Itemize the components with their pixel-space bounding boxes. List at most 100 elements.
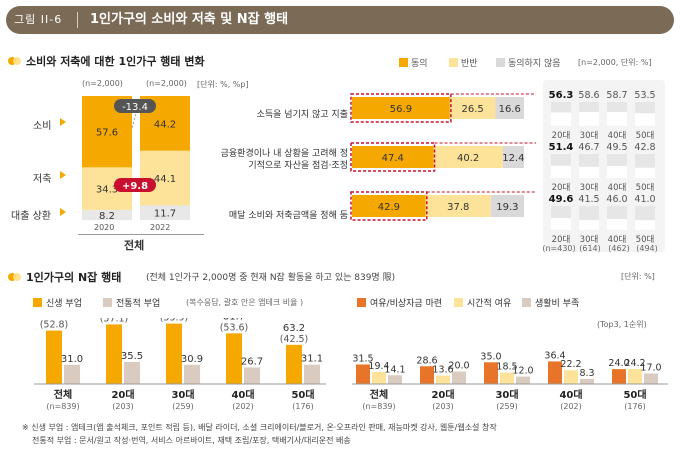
- bar-value: 19.4: [368, 361, 389, 372]
- bar-여유/비상자금 마련-50대: [612, 369, 626, 384]
- bar-여유/비상자금 마련-20대: [420, 366, 434, 384]
- hbar-동의하지 않음-1: [502, 146, 524, 168]
- legend-disagree: 동의하지 않음: [508, 59, 561, 69]
- age-value: 49.5: [606, 142, 627, 153]
- bar-new-전체: [46, 330, 62, 384]
- group-label: 40대: [231, 388, 254, 401]
- bar-new-40대: [226, 333, 242, 384]
- figure-title: 1인가구의 소비와 저축 및 N잡 행태: [90, 12, 289, 27]
- bar-value: 36.4: [544, 350, 565, 361]
- section-dot-icon: [8, 56, 21, 66]
- year-2022: 2022: [150, 223, 171, 232]
- top-left-chart: 57.6 34.3 8.2 44.2 44.1 11.7 -13.4 +9.8: [82, 96, 190, 222]
- row2-label: 금융환경이나 내 상황을 고려해 정기적으로 자산을 점검·조정: [220, 149, 348, 171]
- footnote-1: ※ 신생 부업 : 앱테크(앱 출석체크, 포인트 적립 등), 배달 라이더,…: [22, 423, 497, 432]
- change-badge-saving: [114, 178, 156, 192]
- age-value: 58.6: [578, 90, 599, 101]
- group-n: (n=839): [46, 402, 79, 411]
- age-label: 30대: [580, 131, 599, 141]
- label-new: 63.2: [283, 323, 305, 334]
- figure-label: 그림 II-6: [14, 6, 78, 34]
- bar-value: 28.6: [416, 355, 437, 366]
- group-label: 전체: [54, 388, 72, 401]
- legend-traditional: 전통적 부업: [116, 299, 161, 309]
- bar-2020-대출 상환: [82, 209, 132, 221]
- bar-label: 11.7: [154, 209, 176, 220]
- legend-time: 시간적 여유: [467, 299, 512, 309]
- row-label-spending: 소비: [33, 121, 52, 132]
- age-n-40: (462): [608, 244, 630, 253]
- bar-생활비 부족-40대: [580, 378, 594, 384]
- bar-trad-40대: [244, 367, 260, 384]
- highlight-box: [350, 142, 436, 172]
- hbar-반반-1: [433, 146, 503, 168]
- bar-value: 12.0: [512, 366, 533, 377]
- hbar-label: 37.8: [447, 202, 469, 213]
- legend-living: 생활비 부족: [535, 299, 580, 309]
- bar-생활비 부족-전체: [388, 375, 402, 384]
- saving-arrow-icon: [60, 171, 66, 179]
- bar-trad-전체: [64, 364, 80, 384]
- age-bar: [607, 166, 627, 178]
- bottom-right-chart: 31.519.414.1 전체(n=839) 28.613.620.0 20대(203…: [352, 350, 668, 411]
- age-label: 50대: [636, 131, 655, 141]
- bar-label: 8.2: [99, 211, 115, 222]
- bar-value: 35.0: [480, 351, 501, 362]
- spending-arrow-icon: [60, 118, 66, 126]
- left-note: (복수응답, 괄호 안은 앱테크 비율 ): [186, 298, 304, 307]
- legend-swatch-new-side-job: [33, 298, 42, 307]
- group-label: 전체: [370, 388, 388, 401]
- loan-arrow-icon: [60, 208, 66, 216]
- bar-label: 44.2: [154, 119, 176, 130]
- age-bar: [635, 220, 655, 230]
- age-bar: [579, 111, 599, 126]
- bar-value: 13.6: [432, 365, 453, 376]
- bar-new-50대: [286, 344, 302, 384]
- highlight-box: [350, 93, 452, 123]
- label-app: (57.1): [100, 318, 129, 324]
- age-bar: [607, 218, 627, 230]
- age-bar: [635, 167, 655, 178]
- age-value: 42.8: [634, 142, 655, 153]
- footnote-2: 전통적 부업 : 문서/원고 작성·번역, 서비스 아르바이트, 재택 조립/포…: [32, 436, 351, 445]
- age-bar: [607, 111, 627, 126]
- group-n: (n=839): [362, 402, 395, 411]
- legend-reserve: 여유/비상자금 마련: [370, 299, 443, 309]
- age-bar: [579, 166, 599, 178]
- bar-생활비 부족-50대: [644, 373, 658, 384]
- label-trad: 30.9: [181, 354, 203, 365]
- legend-unit: [n=2,000, 단위: %]: [578, 58, 652, 67]
- legend-half: 반반: [461, 59, 478, 69]
- group-n: (202): [560, 402, 582, 411]
- label-app: (53.6): [220, 322, 249, 333]
- label-app: (55.9): [160, 318, 189, 324]
- right-note: (Top3, 1순위): [597, 320, 647, 329]
- group-label: 40대: [559, 388, 582, 401]
- bar-label: 34.3: [96, 185, 118, 196]
- age-label: 30대: [580, 235, 599, 245]
- label-new: 81.7: [223, 318, 245, 322]
- bar-value: 24.0: [608, 358, 629, 369]
- bar-trad-20대: [124, 361, 140, 384]
- label-new: 86.2: [43, 318, 65, 320]
- label-trad: 31.1: [301, 354, 323, 365]
- bar-value: 24.2: [624, 358, 645, 369]
- section-dot-icon: [8, 272, 21, 282]
- change-badge-spending: [114, 99, 156, 113]
- bar-생활비 부족-20대: [452, 371, 466, 384]
- bar-여유/비상자금 마련-40대: [548, 361, 562, 384]
- middle-stacked-chart: 56.9 26.5 16.6 47.4 40.2 12.4 42.9 37.8 19.3: [350, 93, 536, 221]
- hbar-반반-0: [449, 97, 496, 119]
- age-value: 46.7: [578, 142, 599, 153]
- group-n: (176): [624, 402, 646, 411]
- age-label: 40대: [608, 235, 627, 245]
- legend-swatch-reserve: [357, 298, 366, 307]
- bar-value: 14.1: [384, 364, 405, 375]
- age-label: 50대: [636, 183, 655, 193]
- label-trad: 31.0: [61, 354, 83, 365]
- hbar-label: 16.6: [499, 104, 521, 115]
- bar-시간적 여유-20대: [436, 375, 450, 384]
- legend-new-side-job: 신생 부업: [46, 299, 82, 309]
- age-value: 46.0: [606, 194, 627, 205]
- age-label: 20대: [552, 131, 571, 141]
